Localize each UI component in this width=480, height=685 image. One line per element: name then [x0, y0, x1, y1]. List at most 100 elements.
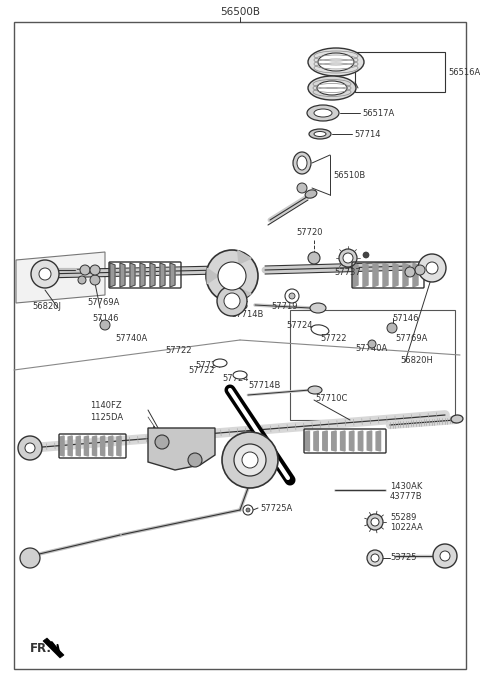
Text: 57724: 57724 — [222, 373, 249, 382]
Text: 57722: 57722 — [188, 366, 215, 375]
Circle shape — [367, 514, 383, 530]
Circle shape — [222, 432, 278, 488]
Polygon shape — [60, 436, 64, 456]
Text: 57737: 57737 — [335, 268, 361, 277]
Text: 1125DA: 1125DA — [90, 412, 123, 421]
Circle shape — [224, 293, 240, 309]
Polygon shape — [305, 431, 310, 451]
Circle shape — [371, 554, 379, 562]
Ellipse shape — [451, 415, 463, 423]
Text: 53725: 53725 — [390, 553, 417, 562]
Circle shape — [368, 340, 376, 348]
Circle shape — [243, 505, 253, 515]
Circle shape — [206, 250, 258, 302]
Ellipse shape — [297, 156, 307, 170]
Circle shape — [418, 254, 446, 282]
Polygon shape — [238, 288, 251, 301]
Circle shape — [242, 452, 258, 468]
Circle shape — [78, 276, 86, 284]
Polygon shape — [110, 263, 115, 287]
Polygon shape — [101, 436, 105, 456]
Ellipse shape — [314, 132, 326, 136]
Ellipse shape — [314, 109, 332, 117]
Ellipse shape — [317, 81, 347, 95]
Ellipse shape — [213, 359, 227, 367]
Polygon shape — [413, 263, 418, 287]
Polygon shape — [314, 431, 318, 451]
Text: 57719: 57719 — [272, 301, 298, 310]
Text: 57769A: 57769A — [395, 334, 427, 342]
Circle shape — [433, 544, 457, 568]
Polygon shape — [323, 431, 327, 451]
Circle shape — [188, 453, 202, 467]
Polygon shape — [340, 431, 345, 451]
Polygon shape — [84, 436, 88, 456]
Text: 57740A: 57740A — [355, 343, 387, 353]
Circle shape — [234, 444, 266, 476]
Circle shape — [100, 320, 110, 330]
Circle shape — [90, 265, 100, 275]
Ellipse shape — [308, 48, 364, 76]
Circle shape — [31, 260, 59, 288]
Ellipse shape — [318, 53, 354, 71]
Text: 57722: 57722 — [165, 345, 192, 355]
Circle shape — [218, 262, 246, 290]
FancyBboxPatch shape — [355, 52, 445, 92]
Circle shape — [155, 435, 169, 449]
Circle shape — [405, 267, 415, 277]
Text: 57722: 57722 — [320, 334, 347, 342]
Ellipse shape — [308, 76, 356, 100]
Circle shape — [80, 265, 90, 275]
Text: 57724: 57724 — [287, 321, 313, 329]
Polygon shape — [349, 431, 354, 451]
Polygon shape — [117, 436, 121, 456]
Polygon shape — [373, 263, 378, 287]
Polygon shape — [150, 263, 155, 287]
Polygon shape — [76, 436, 80, 456]
Polygon shape — [383, 263, 388, 287]
Text: 57720: 57720 — [297, 227, 323, 236]
Polygon shape — [120, 263, 125, 287]
Text: 57725A: 57725A — [260, 503, 292, 512]
Text: 56517A: 56517A — [362, 108, 394, 118]
Ellipse shape — [307, 105, 339, 121]
Polygon shape — [403, 263, 408, 287]
Circle shape — [20, 548, 40, 568]
Ellipse shape — [309, 129, 331, 139]
Polygon shape — [367, 431, 372, 451]
Circle shape — [39, 268, 51, 280]
Text: FR.: FR. — [30, 641, 52, 654]
Circle shape — [440, 551, 450, 561]
Circle shape — [367, 550, 383, 566]
Text: 57710C: 57710C — [315, 393, 348, 403]
Text: 55289: 55289 — [390, 514, 416, 523]
Text: 57714B: 57714B — [248, 380, 280, 390]
Text: 57769A: 57769A — [87, 297, 120, 306]
Circle shape — [387, 323, 397, 333]
Text: 56510B: 56510B — [333, 171, 365, 179]
Ellipse shape — [233, 302, 247, 310]
Polygon shape — [16, 252, 105, 303]
Polygon shape — [160, 263, 165, 287]
Circle shape — [297, 183, 307, 193]
Circle shape — [90, 275, 100, 285]
Polygon shape — [359, 431, 363, 451]
Text: 57714: 57714 — [354, 129, 381, 138]
Ellipse shape — [305, 190, 317, 198]
Polygon shape — [140, 263, 145, 287]
Circle shape — [285, 289, 299, 303]
Circle shape — [25, 443, 35, 453]
Text: 56516A: 56516A — [448, 68, 480, 77]
Ellipse shape — [293, 152, 311, 174]
Text: 1430AK: 1430AK — [390, 482, 422, 490]
Polygon shape — [43, 638, 64, 658]
Ellipse shape — [311, 325, 329, 335]
Polygon shape — [332, 431, 336, 451]
Circle shape — [343, 253, 353, 263]
Polygon shape — [93, 436, 96, 456]
Text: 56500B: 56500B — [220, 7, 260, 17]
Text: 56820J: 56820J — [32, 301, 61, 310]
Polygon shape — [207, 269, 218, 284]
Text: 1022AA: 1022AA — [390, 523, 423, 532]
Text: 57146: 57146 — [392, 314, 419, 323]
